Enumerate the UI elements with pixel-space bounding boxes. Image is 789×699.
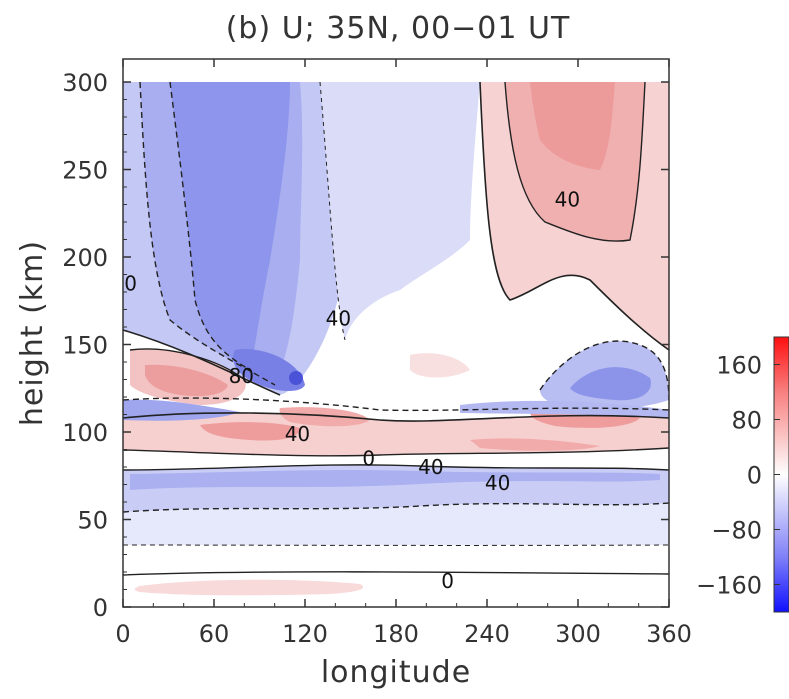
plot-area: 0 40 80 40 0 40 40 40 0 — [123, 59, 669, 607]
chart-title: (b) U; 35N, 00−01 UT — [226, 11, 571, 46]
x-axis-title: longitude — [321, 655, 471, 690]
colorbar-tick-label: 80 — [731, 407, 762, 435]
x-tick-label: 240 — [464, 620, 510, 648]
jet-minimum-marker — [289, 371, 303, 385]
contour-label: 40 — [285, 422, 310, 446]
contour-label: 40 — [418, 455, 443, 479]
y-tick-label: 50 — [77, 507, 108, 535]
contour-label: 40 — [555, 187, 580, 211]
mesopause-eastward-core-right2 — [470, 438, 600, 451]
y-tick-label: 100 — [62, 419, 108, 447]
colorbar-tick-label: −80 — [711, 517, 762, 545]
x-tick-label: 180 — [373, 620, 419, 648]
mid-westward-thermosphere — [320, 82, 480, 340]
x-tick-label: 60 — [199, 620, 230, 648]
x-tick-label: 300 — [555, 620, 601, 648]
y-axis-title: height (km) — [15, 240, 50, 426]
colorbar-tick-label: −160 — [696, 572, 762, 600]
colorbar-tick-label: 160 — [716, 352, 762, 380]
left-westward-thermosphere-core — [170, 82, 290, 370]
contour-label: 80 — [229, 364, 254, 388]
right-westward-jet-core — [570, 367, 651, 401]
y-tick-label: 0 — [93, 594, 108, 622]
westward-band-110km-right — [460, 400, 669, 418]
y-tick-label: 250 — [62, 157, 108, 185]
y-tick-label: 300 — [62, 69, 108, 97]
contour-lines — [123, 81, 669, 576]
stratospheric-eastward-patch — [134, 579, 364, 596]
contour-label: 0 — [441, 569, 454, 593]
x-tick-label: 120 — [282, 620, 328, 648]
right-eastward-thermosphere-core — [530, 82, 615, 170]
colorbar-ticks: 160 80 0 −80 −160 — [696, 352, 780, 600]
y-axis: 0 50 100 150 200 250 300 — [62, 69, 669, 622]
westward-band-core — [130, 470, 660, 490]
x-axis: 0 60 120 180 240 300 360 — [115, 59, 692, 648]
mid-eastward-small — [410, 353, 470, 378]
contour-label: 0 — [362, 446, 375, 470]
left-eastward-jet-core — [145, 364, 228, 397]
contour-label: 40 — [326, 306, 351, 330]
mid-zero-region — [348, 303, 540, 395]
y-tick-label: 150 — [62, 332, 108, 360]
colorbar-tick-label: 0 — [747, 462, 762, 490]
x-tick-label: 0 — [115, 620, 130, 648]
contour-label: 0 — [124, 271, 137, 295]
contour-labels: 0 40 80 40 0 40 40 40 0 — [124, 187, 580, 593]
x-tick-label: 360 — [646, 620, 692, 648]
y-tick-label: 200 — [62, 244, 108, 272]
mesopause-eastward-core-left — [200, 422, 300, 441]
mesopause-eastward-core-mid — [279, 407, 370, 427]
contour-label: 40 — [485, 471, 510, 495]
left-westward-jet-min — [233, 349, 305, 392]
